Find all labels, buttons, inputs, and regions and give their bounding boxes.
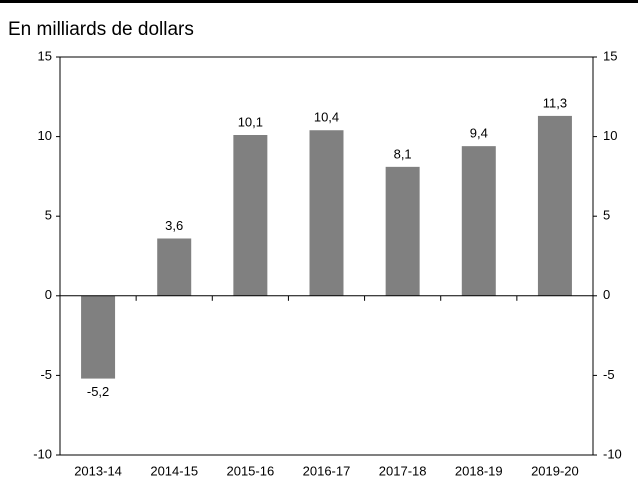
bar	[537, 115, 572, 296]
x-tick-label: 2013-14	[74, 463, 122, 478]
y2-tick-label: 5	[603, 208, 610, 223]
bar	[233, 135, 268, 296]
y-tick-label: -5	[40, 367, 52, 382]
x-tick-label: 2014-15	[150, 463, 198, 478]
value-label: 10,1	[238, 114, 263, 129]
bar	[309, 130, 344, 296]
y-tick-label: 0	[45, 287, 52, 302]
value-label: 3,6	[165, 218, 183, 233]
y2-tick-label: 10	[603, 128, 617, 143]
y2-tick-label: -10	[603, 446, 622, 461]
x-tick-label: 2018-19	[455, 463, 503, 478]
plot-frame	[59, 56, 594, 456]
bar	[157, 238, 192, 296]
x-tick-label: 2015-16	[226, 463, 274, 478]
bar	[385, 166, 420, 296]
x-tick-label: 2019-20	[531, 463, 579, 478]
bar	[461, 146, 496, 296]
y-tick-label: 15	[38, 48, 52, 63]
value-label: 9,4	[470, 126, 488, 141]
chart-subtitle: En milliards de dollars	[8, 19, 194, 40]
y2-tick-label: 0	[603, 287, 610, 302]
bar	[81, 295, 116, 379]
x-tick-label: 2016-17	[303, 463, 351, 478]
value-label: 10,4	[314, 110, 339, 125]
y2-tick-label: 15	[603, 48, 617, 63]
x-tick-label: 2017-18	[379, 463, 427, 478]
y-tick-label: 5	[45, 208, 52, 223]
top-rule	[0, 0, 638, 3]
value-label: 11,3	[543, 95, 567, 110]
y-tick-label: -10	[33, 446, 52, 461]
y-tick-label: 10	[38, 128, 52, 143]
value-label: -5,2	[87, 384, 109, 399]
y2-tick-label: -5	[603, 367, 615, 382]
value-label: 8,1	[394, 146, 412, 161]
